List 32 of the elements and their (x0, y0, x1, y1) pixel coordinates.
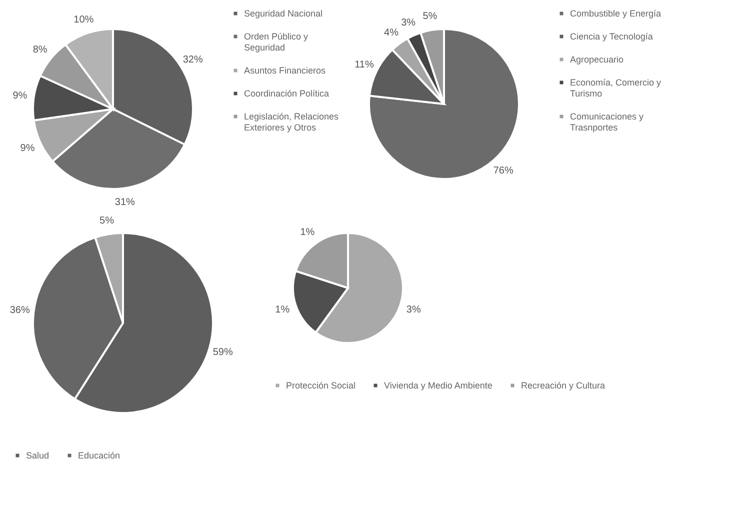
data-label: 9% (20, 143, 35, 154)
data-label: 36% (10, 304, 30, 316)
legend-label: Economía, Comercio y Turismo (570, 78, 662, 98)
data-label: 4% (384, 27, 399, 38)
data-label: 32% (182, 54, 203, 66)
data-label: 59% (212, 347, 233, 358)
legend-label: Orden Público y Seguridad (244, 32, 309, 52)
legend-label: Agropecuario (570, 54, 624, 64)
data-label: 8% (32, 44, 48, 56)
legend-label: Recreación y Cultura (521, 380, 606, 390)
legend-label: Comunicaciones y Trasnportes (570, 112, 644, 132)
data-label: 1% (300, 227, 315, 238)
legend-label: Protección Social (286, 380, 356, 390)
data-label: 3% (406, 304, 421, 316)
data-label: 11% (354, 59, 374, 70)
data-label: 10% (74, 14, 94, 26)
data-label: 76% (493, 165, 514, 176)
legend-label: Asuntos Financieros (244, 66, 326, 76)
data-label: 1% (275, 304, 290, 316)
legend-label: Vivienda y Medio Ambiente (384, 380, 492, 390)
data-label: 31% (114, 197, 136, 208)
legend-label: Legislación, Relaciones Exteriores y Otros (244, 112, 340, 132)
legend-label: Coordinación Política (244, 88, 330, 98)
legend-label: Ciencia y Tecnología (570, 32, 653, 42)
data-label: 5% (422, 11, 438, 22)
data-label: 3% (401, 17, 416, 28)
data-label: 5% (100, 215, 114, 226)
data-label: 9% (12, 90, 28, 102)
legend-label: Seguridad Nacional (244, 8, 323, 18)
legend-label: Salud (26, 450, 50, 460)
legend-label: Educación (78, 450, 120, 460)
legend-label: Combustible y Energía (570, 8, 662, 18)
